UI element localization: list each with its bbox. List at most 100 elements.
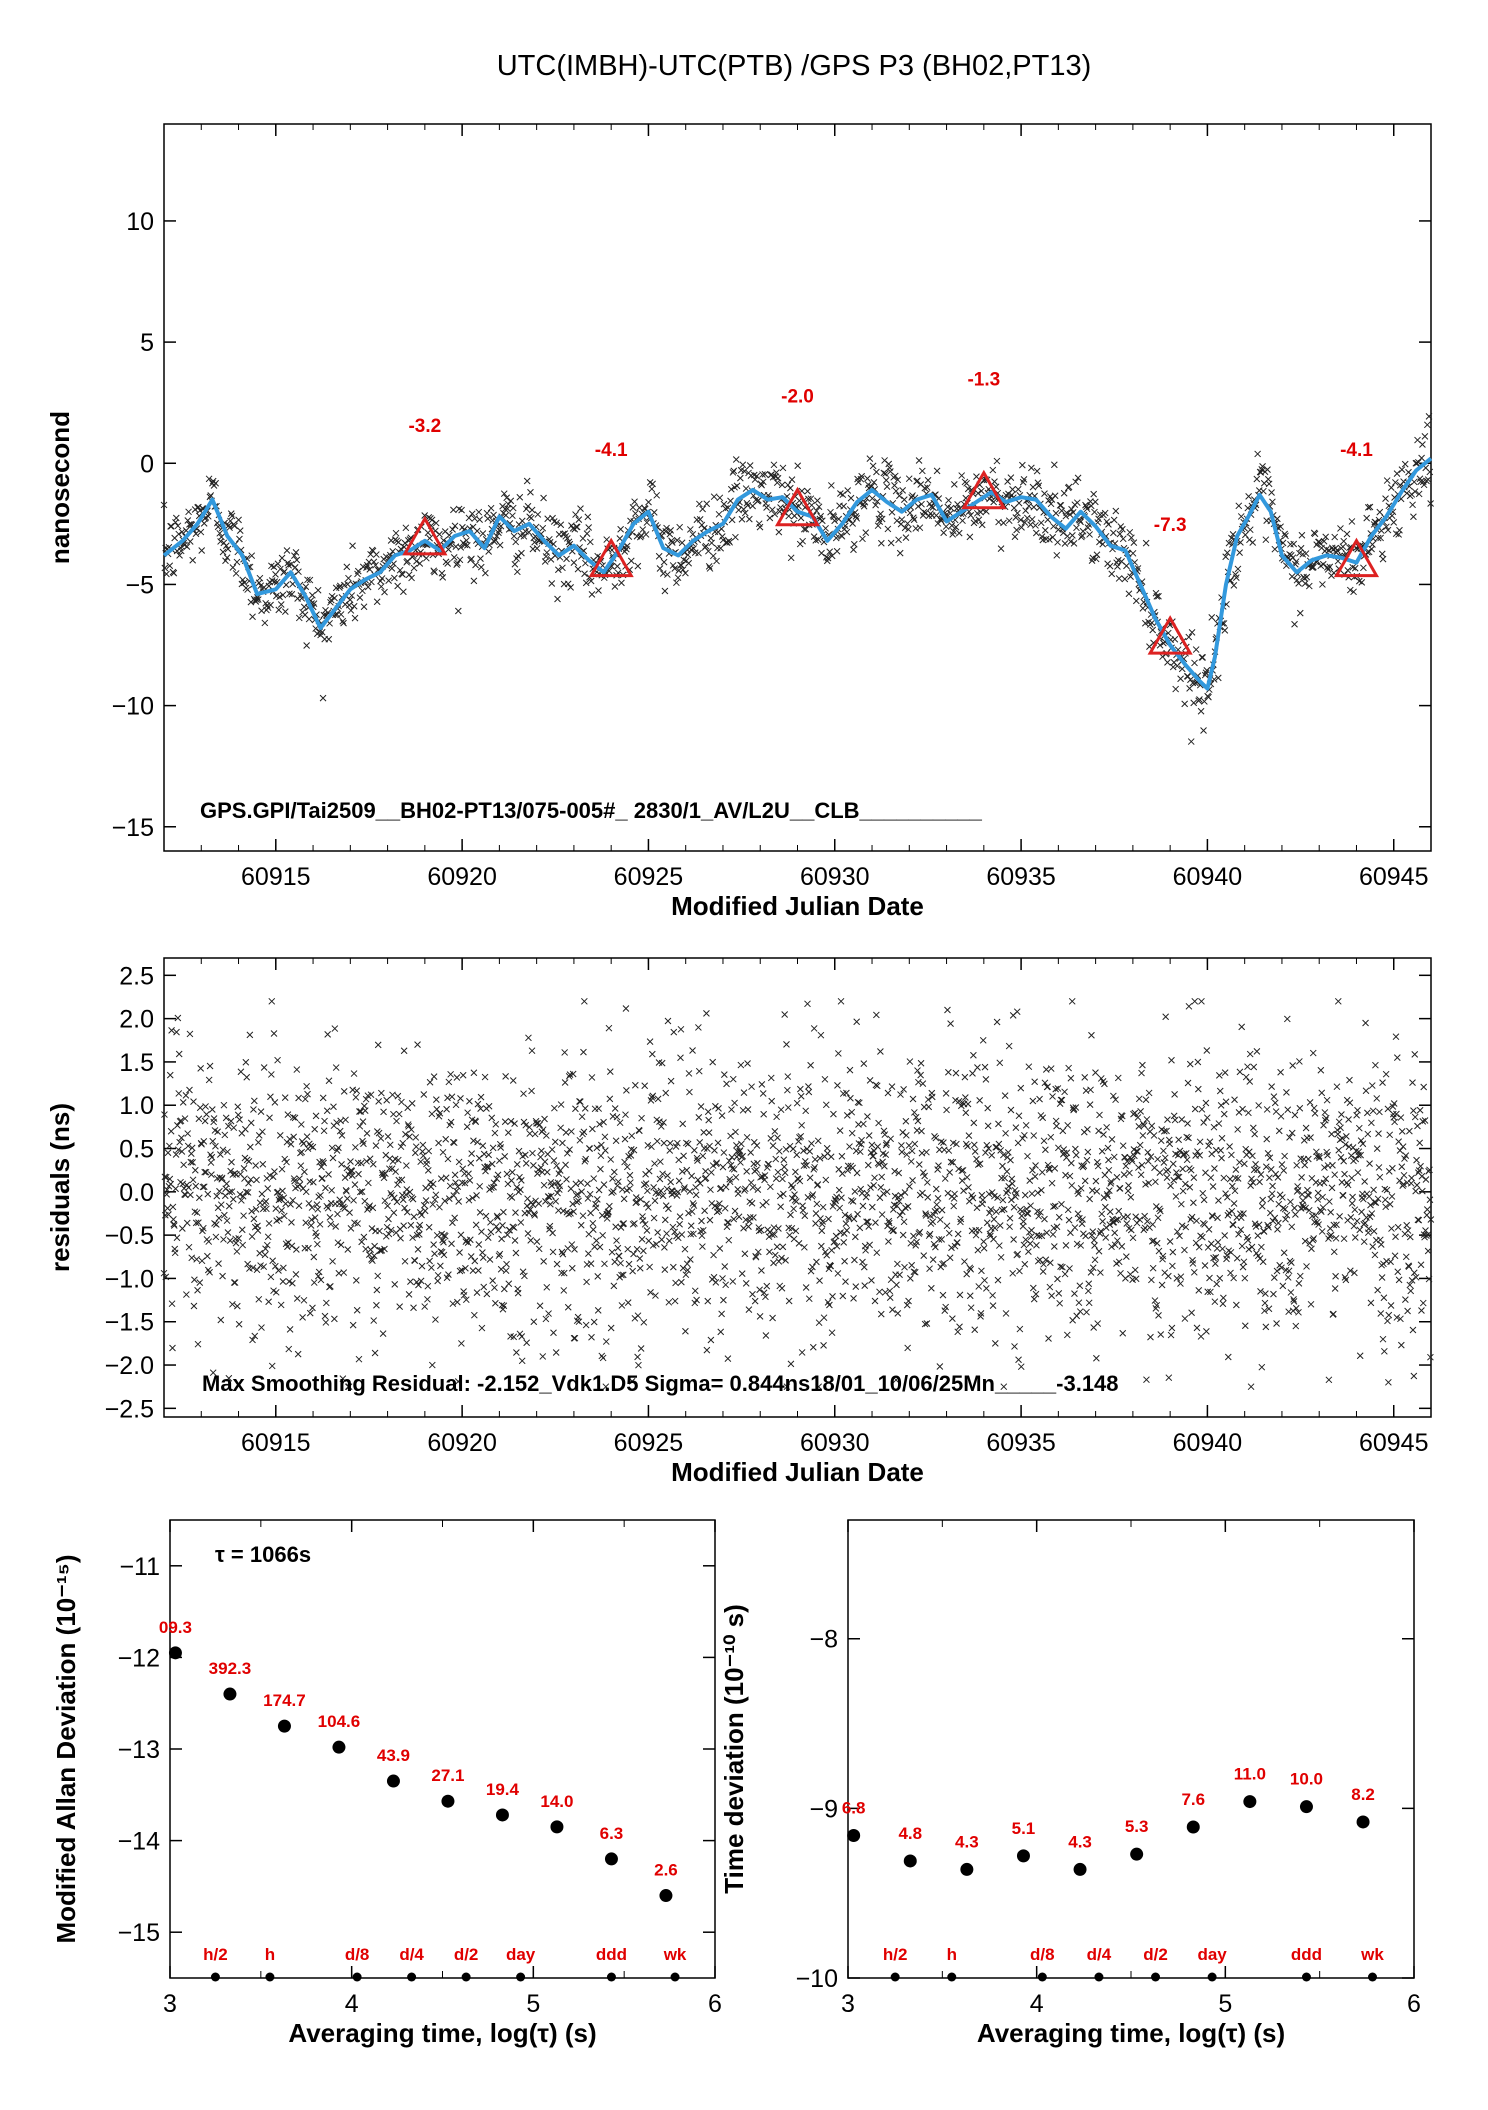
data-point [457, 544, 465, 551]
data-point [248, 1233, 256, 1240]
data-point [216, 529, 224, 537]
data-point [698, 521, 706, 529]
data-point [1007, 474, 1015, 481]
data-point [909, 1177, 916, 1184]
data-point [1234, 565, 1242, 573]
data-point [1168, 1324, 1176, 1332]
data-point [1277, 523, 1284, 531]
marker-label: -4.1 [595, 440, 628, 461]
data-point [906, 509, 914, 517]
data-point [575, 516, 583, 524]
data-point [290, 552, 298, 560]
data-point [266, 1114, 273, 1122]
data-point [480, 1283, 488, 1291]
data-point [199, 1224, 207, 1232]
data-point [338, 1132, 346, 1139]
data-point [1198, 1233, 1206, 1241]
data-point [589, 1226, 597, 1233]
data-point [491, 1284, 498, 1292]
data-point [501, 1153, 509, 1160]
data-point [254, 1227, 262, 1234]
data-point [1293, 1161, 1301, 1169]
data-point [572, 1180, 580, 1188]
plot-frame [847, 1519, 1415, 1979]
data-point [739, 461, 747, 469]
data-point [946, 1169, 954, 1176]
data-point [236, 1116, 243, 1123]
data-point [243, 1073, 251, 1081]
data-point [422, 554, 430, 562]
data-point [643, 1227, 651, 1234]
data-point [426, 1257, 433, 1265]
data-point [459, 1165, 467, 1173]
data-point [905, 525, 912, 533]
data-point [887, 539, 895, 547]
data-point [402, 1130, 409, 1138]
data-point [302, 1188, 310, 1196]
data-point [1041, 1215, 1048, 1223]
data-point [963, 1270, 971, 1278]
data-point [320, 611, 328, 619]
data-point [1320, 537, 1328, 545]
data-point [1241, 1160, 1248, 1168]
data-point [491, 1129, 499, 1137]
data-point [729, 469, 737, 476]
data-point [703, 500, 711, 508]
data-point [366, 565, 374, 573]
data-point [463, 541, 471, 549]
data-point [630, 1146, 638, 1154]
x-tick-label: 60925 [614, 1429, 684, 1457]
data-point [982, 507, 990, 515]
data-point [723, 1080, 730, 1088]
data-point [469, 1194, 476, 1202]
data-point [1188, 1213, 1196, 1221]
data-point [948, 522, 956, 529]
data-point [578, 1113, 586, 1121]
data-point [1354, 1169, 1362, 1176]
marker-triangle [402, 515, 448, 556]
data-point [579, 535, 587, 542]
data-point [950, 527, 957, 535]
data-point [380, 1174, 388, 1182]
data-point [292, 1270, 300, 1278]
data-point [1233, 1254, 1241, 1262]
data-point [749, 1290, 756, 1298]
stability-point [1356, 1815, 1370, 1829]
data-point [186, 538, 194, 545]
raw-points [160, 413, 1434, 745]
data-point [1083, 1156, 1091, 1164]
data-point [1138, 1069, 1145, 1077]
data-point [201, 1168, 209, 1176]
data-point [521, 1272, 528, 1280]
data-point [337, 1117, 344, 1125]
data-point [231, 1279, 239, 1286]
data-point [1296, 1058, 1303, 1065]
data-point [766, 514, 774, 522]
data-point [1366, 1160, 1373, 1167]
data-point [676, 523, 684, 531]
data-point [1185, 633, 1193, 641]
data-point [253, 596, 260, 604]
data-point [1205, 693, 1212, 701]
data-point [1192, 1239, 1200, 1247]
data-point [1360, 564, 1367, 572]
data-point [686, 1256, 694, 1263]
data-point [377, 1247, 384, 1255]
data-point [548, 580, 556, 587]
data-point [1339, 543, 1347, 551]
data-point [296, 1181, 304, 1189]
data-point [1096, 1111, 1103, 1119]
data-point [195, 1219, 202, 1226]
data-point [322, 1319, 330, 1326]
marker-triangle [1333, 537, 1380, 578]
data-point [920, 1252, 928, 1260]
data-point [500, 490, 508, 498]
data-point [292, 549, 300, 556]
data-point [1420, 1083, 1428, 1091]
data-point [1051, 1164, 1059, 1172]
data-point [900, 496, 908, 503]
data-point [1253, 1166, 1261, 1174]
data-point [679, 566, 687, 574]
stability-value-label: 8.2 [1351, 1785, 1375, 1804]
data-point [509, 1077, 517, 1084]
